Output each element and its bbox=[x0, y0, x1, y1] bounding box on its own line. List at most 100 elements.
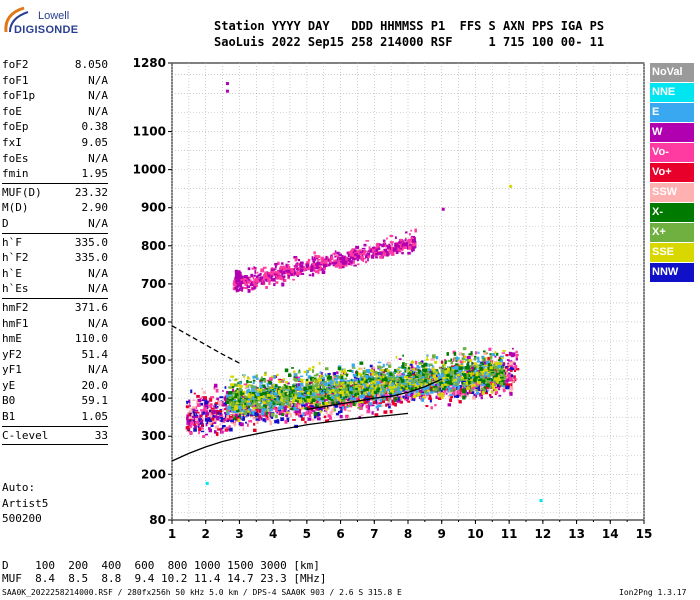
data-point bbox=[422, 373, 425, 377]
data-point bbox=[266, 406, 270, 410]
data-point bbox=[448, 377, 451, 380]
data-point bbox=[256, 391, 260, 395]
data-point bbox=[221, 424, 226, 429]
data-point bbox=[339, 414, 343, 419]
data-point bbox=[334, 404, 339, 408]
data-point bbox=[490, 380, 494, 383]
data-point bbox=[326, 387, 329, 392]
param-name: foF1 bbox=[2, 73, 29, 87]
data-point bbox=[484, 364, 488, 367]
data-point bbox=[299, 271, 302, 274]
data-point bbox=[504, 366, 508, 369]
data-point bbox=[329, 386, 332, 391]
data-point bbox=[353, 257, 358, 260]
data-point bbox=[201, 423, 204, 427]
data-point bbox=[432, 387, 435, 391]
data-point bbox=[342, 399, 346, 403]
data-point bbox=[449, 382, 453, 385]
data-point bbox=[262, 396, 266, 401]
data-point bbox=[404, 391, 407, 393]
data-point bbox=[312, 378, 315, 382]
data-point bbox=[409, 363, 413, 366]
x-tick-label: 4 bbox=[269, 527, 277, 541]
data-point bbox=[331, 388, 335, 392]
data-point bbox=[477, 375, 481, 378]
data-point bbox=[514, 369, 517, 372]
data-point bbox=[399, 241, 403, 245]
data-point bbox=[403, 379, 407, 382]
data-point bbox=[370, 373, 372, 376]
data-point bbox=[426, 354, 429, 357]
data-point bbox=[311, 398, 316, 402]
data-point bbox=[474, 383, 478, 388]
data-point bbox=[489, 366, 493, 370]
data-point bbox=[200, 414, 203, 418]
param-row: foF2 8.050 bbox=[2, 57, 108, 73]
data-point bbox=[305, 383, 309, 387]
data-point bbox=[288, 390, 291, 395]
data-point bbox=[313, 408, 316, 411]
param-name: foE bbox=[2, 104, 22, 118]
data-point bbox=[356, 390, 360, 392]
data-point bbox=[479, 366, 483, 371]
data-point bbox=[297, 387, 302, 391]
data-point bbox=[346, 381, 349, 384]
data-point bbox=[338, 382, 341, 387]
data-point bbox=[237, 395, 240, 399]
data-point bbox=[366, 384, 370, 387]
data-point bbox=[316, 407, 319, 411]
data-point bbox=[406, 245, 409, 249]
data-point bbox=[222, 390, 224, 392]
data-point bbox=[257, 274, 261, 277]
data-point bbox=[246, 379, 249, 384]
data-point bbox=[215, 432, 219, 436]
data-point bbox=[470, 351, 473, 355]
data-point bbox=[307, 258, 311, 262]
data-point bbox=[363, 388, 366, 392]
data-point bbox=[423, 363, 427, 365]
data-point bbox=[245, 421, 247, 424]
param-value: 20.0 bbox=[81, 378, 109, 392]
data-point bbox=[269, 388, 272, 391]
data-point bbox=[496, 378, 500, 382]
data-point bbox=[478, 372, 481, 376]
data-point bbox=[317, 397, 321, 401]
data-point bbox=[354, 374, 357, 378]
data-point bbox=[420, 392, 425, 395]
data-point bbox=[232, 394, 235, 397]
data-point bbox=[404, 393, 407, 397]
param-value: 335.0 bbox=[74, 251, 108, 265]
data-point bbox=[470, 366, 475, 370]
data-point bbox=[387, 403, 392, 406]
data-point bbox=[213, 383, 218, 388]
data-point bbox=[407, 367, 411, 370]
data-point bbox=[475, 391, 480, 395]
data-point bbox=[455, 359, 458, 362]
data-point bbox=[385, 363, 388, 366]
data-point bbox=[242, 409, 245, 413]
data-point bbox=[299, 375, 304, 378]
data-point bbox=[408, 378, 412, 382]
data-point bbox=[213, 385, 216, 390]
data-point bbox=[385, 403, 388, 407]
data-point bbox=[502, 374, 506, 379]
data-point bbox=[236, 388, 239, 393]
data-point bbox=[233, 383, 238, 387]
data-point bbox=[383, 392, 385, 395]
data-point bbox=[352, 381, 355, 385]
data-point bbox=[323, 398, 326, 402]
data-point bbox=[466, 392, 469, 395]
data-point bbox=[276, 385, 279, 389]
data-point bbox=[412, 394, 417, 399]
data-point bbox=[210, 396, 214, 399]
data-point bbox=[507, 375, 510, 378]
data-point bbox=[251, 399, 256, 402]
data-point bbox=[269, 421, 273, 426]
data-point bbox=[246, 403, 249, 407]
data-point bbox=[272, 406, 277, 410]
data-point bbox=[247, 267, 251, 271]
data-point bbox=[321, 400, 324, 402]
param-name: C-level bbox=[2, 428, 49, 442]
data-point bbox=[387, 244, 390, 247]
data-point bbox=[210, 424, 214, 428]
